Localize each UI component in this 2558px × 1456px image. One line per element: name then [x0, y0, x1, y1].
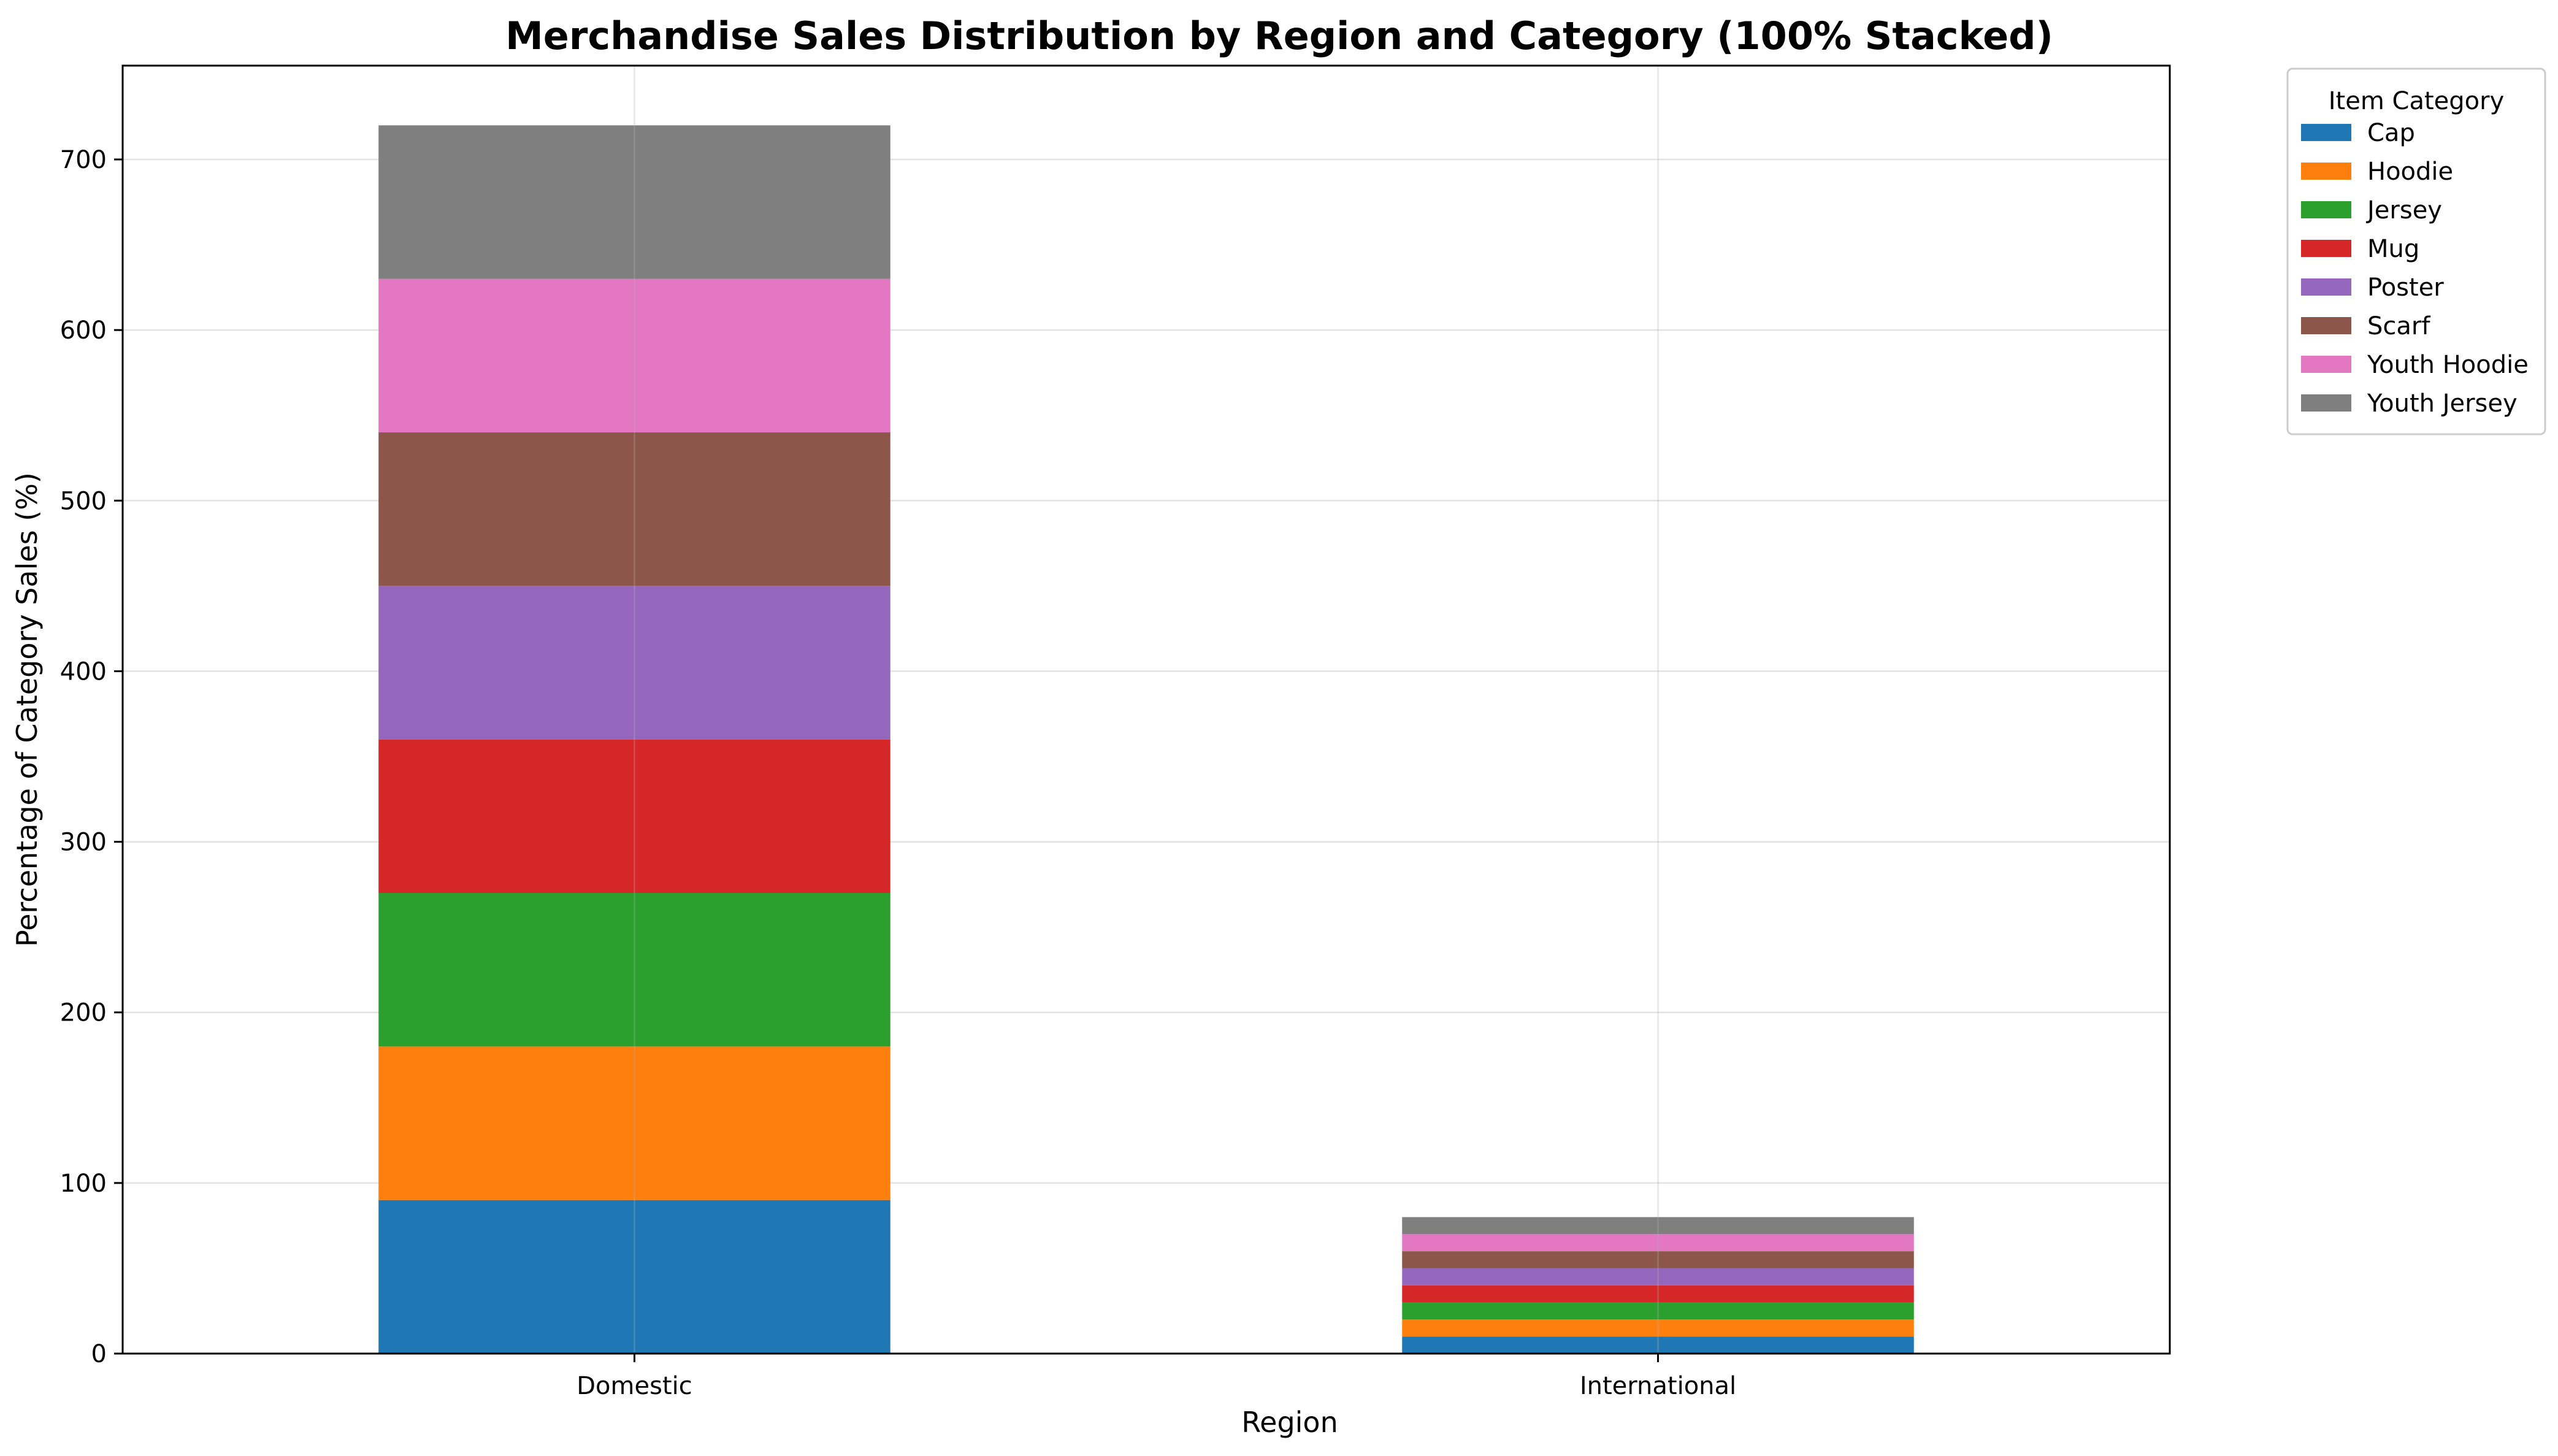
- legend-title: Item Category: [2329, 87, 2504, 115]
- legend-swatch-cap: [2301, 124, 2351, 141]
- chart-title: Merchandise Sales Distribution by Region…: [505, 13, 2053, 58]
- legend: Item Category Cap Hoodie Jersey Mug Poster Sc…: [2286, 67, 2546, 435]
- legend-swatch-jersey: [2301, 201, 2351, 218]
- legend-label-mug: Mug: [2367, 235, 2419, 263]
- bar-domestic-youth-hoodie: [378, 278, 890, 433]
- bar-international-youth-jersey: [1402, 1217, 1914, 1235]
- bar-international-mug: [1402, 1285, 1914, 1303]
- legend-swatch-poster: [2301, 278, 2351, 296]
- bar-international-hoodie: [1402, 1319, 1914, 1337]
- legend-label-youth-hoodie: Youth Hoodie: [2367, 351, 2529, 379]
- bar-international-scarf: [1402, 1251, 1914, 1268]
- y-tick-label: 400: [60, 657, 107, 686]
- y-tick-label: 700: [60, 146, 107, 174]
- x-tick-label-domestic: Domestic: [576, 1372, 692, 1400]
- legend-swatch-mug: [2301, 240, 2351, 257]
- y-tick-label: 200: [60, 999, 107, 1027]
- legend-label-scarf: Scarf: [2367, 312, 2430, 340]
- y-tick-label: 600: [60, 316, 107, 345]
- bar-international-jersey: [1402, 1302, 1914, 1320]
- legend-swatch-youth-hoodie: [2301, 356, 2351, 373]
- legend-label-cap: Cap: [2367, 119, 2415, 147]
- bar-domestic-cap: [378, 1200, 890, 1354]
- x-axis-label: Region: [1241, 1406, 1338, 1439]
- legend-label-jersey: Jersey: [2365, 196, 2442, 224]
- bar-domestic-hoodie: [378, 1046, 890, 1200]
- bar-domestic-mug: [378, 739, 890, 894]
- bar-domestic-jersey: [378, 893, 890, 1047]
- bar-international-poster: [1402, 1268, 1914, 1285]
- bar-international-cap: [1402, 1336, 1914, 1354]
- legend-label-youth-jersey: Youth Jersey: [2367, 389, 2518, 418]
- legend-swatch-hoodie: [2301, 163, 2351, 180]
- bar-domestic-scarf: [378, 432, 890, 586]
- y-tick-label: 100: [60, 1170, 107, 1198]
- y-tick-label: 500: [60, 487, 107, 515]
- bar-domestic-youth-jersey: [378, 125, 890, 279]
- bars: [378, 125, 1914, 1354]
- bar-domestic-poster: [378, 586, 890, 740]
- y-tick-label: 0: [91, 1340, 107, 1368]
- legend-frame: [2286, 67, 2546, 435]
- legend-swatch-youth-jersey: [2301, 394, 2351, 412]
- axes: 0 100 200 300 400 500 600 700 Domestic Internatio…: [60, 64, 2171, 1400]
- legend-label-poster: Poster: [2367, 274, 2444, 302]
- plot-frame: [121, 64, 2171, 1355]
- legend-label-hoodie: Hoodie: [2367, 158, 2453, 186]
- y-axis-label: Percentage of Category Sales (%): [10, 472, 44, 947]
- bar-international-youth-hoodie: [1402, 1234, 1914, 1252]
- legend-swatch-scarf: [2301, 317, 2351, 334]
- y-tick-label: 300: [60, 829, 107, 857]
- x-tick-label-international: International: [1580, 1372, 1736, 1400]
